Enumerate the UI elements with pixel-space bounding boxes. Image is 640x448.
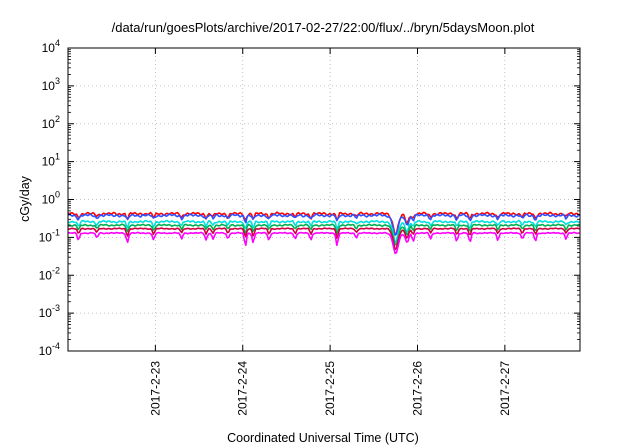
x-tick-label: 2017-2-24 [236,361,250,416]
x-tick-label: 2017-2-27 [498,361,512,416]
x-axis-ticks: 2017-2-23 2017-2-24 2017-2-25 2017-2-26 2017… [148,48,512,416]
x-tick-label: 2017-2-26 [410,361,424,416]
chart-title: /data/run/goesPlots/archive/2017-02-27/2… [112,20,535,35]
y-tick-label: 101 [42,152,60,169]
y-tick-label: 10-2 [39,265,60,282]
y-tick-label: 104 [42,38,60,55]
y-axis-label: cGy/day [18,175,32,222]
series-line-3 [67,219,581,243]
series-line-4 [67,223,580,246]
x-axis-label: Coordinated Universal Time (UTC) [227,431,419,445]
y-tick-label: 10-1 [39,227,60,244]
y-tick-label: 10-4 [39,341,60,358]
series-line-6 [67,231,580,255]
series-line-5 [67,227,581,251]
x-tick-label: 2017-2-23 [148,361,162,416]
y-tick-label: 10-3 [39,303,60,320]
x-tick-label: 2017-2-25 [323,361,337,416]
series-layer [67,211,581,255]
series-line-2 [67,213,581,236]
grid [68,48,580,351]
y-tick-label: 103 [42,76,60,93]
y-tick-label: 100 [42,190,60,207]
y-tick-label: 102 [42,114,60,131]
y-axis-ticks: 10-4 10-3 10-2 10-1 100 101 102 103 104 [39,38,580,358]
